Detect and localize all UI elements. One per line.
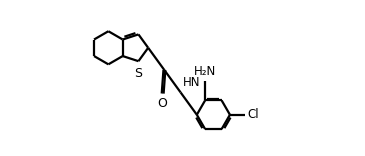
Text: HN: HN [183, 76, 201, 89]
Text: S: S [134, 67, 142, 80]
Text: Cl: Cl [248, 108, 259, 121]
Text: H₂N: H₂N [194, 65, 216, 78]
Text: O: O [158, 97, 168, 110]
